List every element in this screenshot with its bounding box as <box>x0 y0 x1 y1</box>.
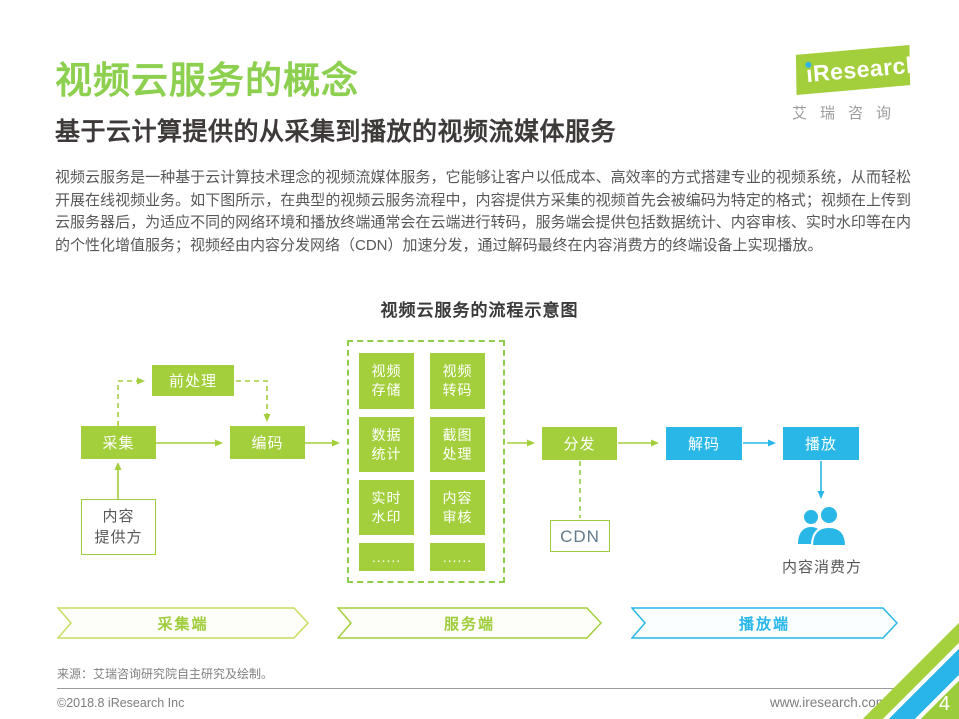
service-watermark: 实时 水印 <box>359 480 414 535</box>
stage-server-label: 服务端 <box>443 615 495 633</box>
stage-play-side: 播放端 <box>631 607 898 639</box>
node-distribute: 分发 <box>542 427 617 460</box>
page-number: 4 <box>938 693 950 715</box>
service-video-transcode: 视频 转码 <box>430 353 485 409</box>
page-subtitle: 基于云计算提供的从采集到播放的视频流媒体服务 <box>55 118 617 146</box>
corner-decoration <box>859 619 959 719</box>
service-screenshot: 截图 处理 <box>430 417 485 472</box>
node-capture: 采集 <box>81 426 156 459</box>
service-more-right: ...... <box>430 543 485 571</box>
logo-wordmark: iResearch <box>805 51 921 88</box>
node-play: 播放 <box>783 427 859 460</box>
iresearch-logo: iResearch 艾瑞咨询 <box>788 44 921 123</box>
node-encode: 编码 <box>230 426 305 459</box>
node-decode: 解码 <box>666 427 742 460</box>
stage-capture-arrow-shape <box>57 607 309 639</box>
node-preprocess: 前处理 <box>152 365 234 396</box>
footer-divider <box>57 688 905 689</box>
source-note: 来源：艾瑞咨询研究院自主研究及绘制。 <box>57 667 274 681</box>
intro-paragraph: 视频云服务是一种基于云计算技术理念的视频流媒体服务，它能够让客户以低成本、高效率… <box>55 169 911 254</box>
page-title: 视频云服务的概念 <box>55 60 359 101</box>
stage-server-side: 服务端 <box>337 607 602 639</box>
service-content-review: 内容 审核 <box>430 480 485 535</box>
consumers-icon <box>798 505 848 547</box>
cloud-services-group: 视频 存储 视频 转码 数据 统计 截图 处理 实时 水印 内容 审核 ....… <box>347 340 505 583</box>
stage-capture-label: 采集端 <box>157 615 209 633</box>
node-content-provider: 内容 提供方 <box>81 499 156 555</box>
service-more-left: ...... <box>359 543 414 571</box>
node-content-consumer: 内容消费方 <box>781 559 862 576</box>
logo-chinese-name: 艾瑞咨询 <box>792 105 905 122</box>
copyright-text: ©2018.8 iResearch Inc <box>57 696 185 710</box>
node-cdn: CDN <box>550 520 610 552</box>
service-data-stats: 数据 统计 <box>359 417 414 472</box>
stage-server-arrow-shape <box>337 607 602 639</box>
diagram-title: 视频云服务的流程示意图 <box>380 301 579 320</box>
logo-letters-rest: Research <box>811 50 922 86</box>
service-video-storage: 视频 存储 <box>359 353 414 409</box>
stage-play-label: 播放端 <box>738 615 790 633</box>
logo-background: iResearch <box>795 44 921 96</box>
stage-capture-side: 采集端 <box>57 607 309 639</box>
